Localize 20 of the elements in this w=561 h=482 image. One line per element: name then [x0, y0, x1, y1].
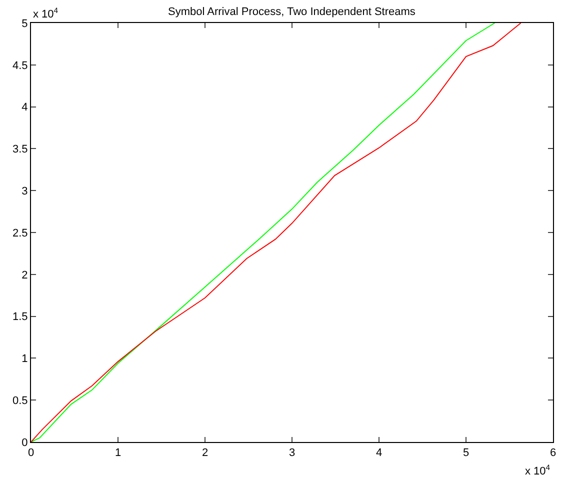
- text: x 10$^{4}$: [33, 6, 59, 21]
- y-tick-label: 2: [22, 269, 28, 282]
- y-tick-label: 1.5: [12, 311, 28, 324]
- y-tick-label: 4.5: [12, 60, 28, 72]
- text: x 10$^{4}$: [525, 463, 551, 478]
- y-tick-label: 1: [22, 353, 28, 366]
- x-tick-label: 5: [462, 447, 470, 460]
- y-tick-label: 3: [22, 185, 28, 198]
- y-tick-label: 0: [22, 436, 28, 449]
- y-tick-label: 3.5: [12, 144, 28, 156]
- x-tick-label: 1: [114, 447, 122, 460]
- x-tick-label: 3: [288, 447, 296, 460]
- y-tick-label: 4: [22, 102, 28, 114]
- x-tick-label: 2: [202, 447, 208, 460]
- x-tick-label: 6: [550, 447, 556, 460]
- y-tick-label: 5: [22, 18, 28, 30]
- y-tick-label: 0.5: [12, 394, 28, 407]
- chart-title: Symbol Arrival Process, Two Independent Streams: [168, 6, 416, 18]
- y-tick-label: 2.5: [12, 227, 28, 240]
- x-tick-label: 4: [376, 447, 382, 460]
